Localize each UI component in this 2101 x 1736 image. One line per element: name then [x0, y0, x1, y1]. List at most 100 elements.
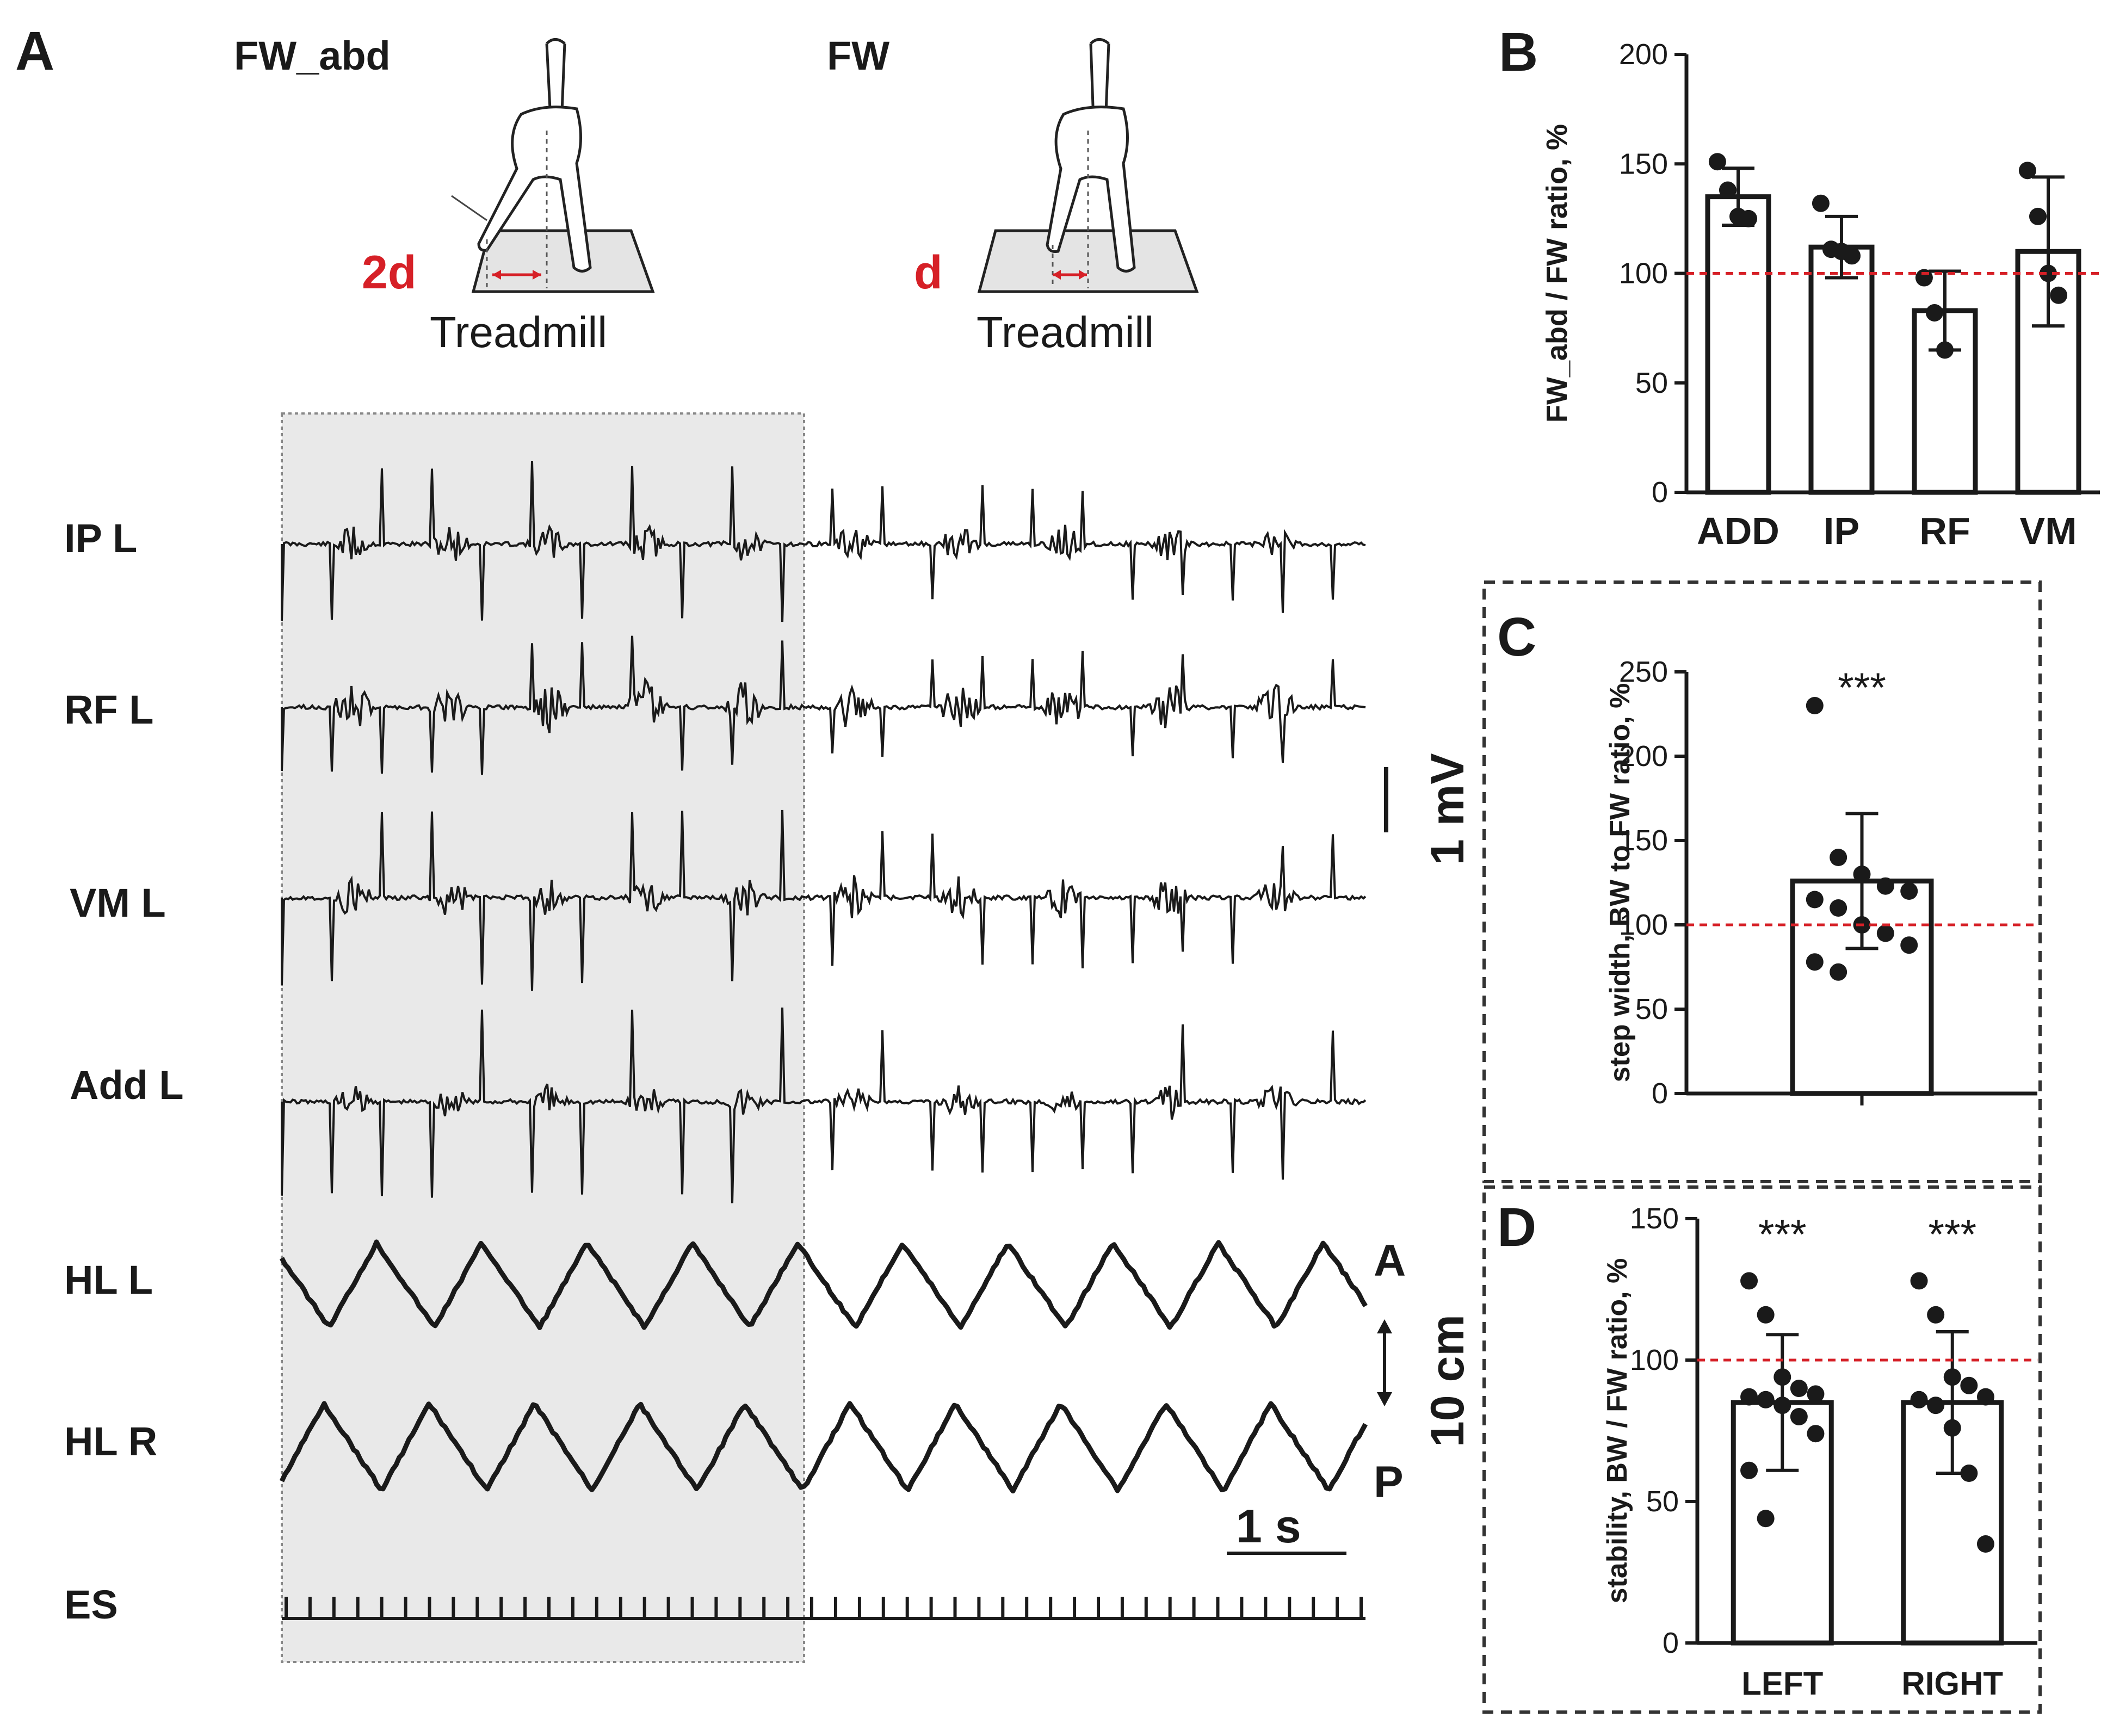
data-point	[1943, 1419, 1961, 1437]
y-tick-label: 250	[1619, 656, 1668, 688]
data-point	[1830, 963, 1847, 981]
panel-label-d: D	[1497, 1197, 1536, 1258]
data-point	[1830, 849, 1847, 866]
chart-panel-b: 0 50 100 150 200 FW_abd / FW ratio, % ADD IP RF V…	[1541, 38, 2100, 552]
y-tick-label: 100	[1619, 257, 1668, 290]
bar	[1808, 244, 1875, 495]
significance-marker: ***	[1928, 1212, 1976, 1258]
emg-trace-add	[281, 1007, 1367, 1203]
panel-label-a: A	[15, 21, 54, 82]
anterior-label: A	[1374, 1236, 1406, 1286]
data-point	[1740, 1461, 1758, 1479]
y-tick-label: 50	[1635, 993, 1668, 1025]
data-point	[1900, 936, 1918, 954]
category-label: LEFT	[1741, 1665, 1823, 1702]
y-axis-label: FW_abd / FW ratio, %	[1541, 124, 1573, 423]
data-point	[1774, 1368, 1791, 1386]
data-point	[1853, 866, 1871, 883]
data-point	[1830, 899, 1847, 917]
data-point	[1943, 1368, 1961, 1386]
data-point	[2018, 162, 2036, 180]
category-label: ADD	[1697, 510, 1779, 552]
trace-label-vm: VM L	[70, 880, 166, 925]
data-point	[1740, 209, 1758, 227]
data-point	[1927, 1306, 1945, 1324]
trace-label-ip: IP L	[64, 516, 137, 561]
bar	[1705, 194, 1771, 495]
condition-left-title: FW_abd	[234, 33, 391, 78]
category-label: VM	[2020, 510, 2077, 552]
data-point	[2050, 286, 2068, 304]
data-point	[1925, 304, 1943, 322]
data-point	[1876, 924, 1894, 942]
data-point	[2029, 207, 2047, 225]
data-point	[1960, 1376, 1978, 1394]
data-point	[1708, 153, 1726, 171]
trace-label-hl-l: HL L	[64, 1257, 153, 1302]
treadmill-label-right: Treadmill	[977, 308, 1154, 356]
data-point	[1936, 341, 1954, 359]
data-point	[1740, 1388, 1758, 1406]
data-point	[1843, 247, 1861, 265]
y-tick-label: 150	[1630, 1202, 1679, 1235]
panel-c-frame	[1482, 580, 2042, 1183]
time-scale-label: 1 s	[1236, 1500, 1301, 1553]
data-point	[1807, 1385, 1825, 1403]
y-tick-label: 150	[1619, 824, 1668, 857]
data-point	[1719, 181, 1737, 199]
posterior-label: P	[1374, 1457, 1404, 1507]
trace-label-hl-r: HL R	[64, 1419, 157, 1464]
y-tick-label: 0	[1652, 1077, 1668, 1110]
amplitude-scale-label: 1 mV	[1422, 753, 1474, 865]
panel-label-b: B	[1499, 22, 1538, 83]
treadmill-illustration-left	[451, 38, 655, 293]
chart-panel-d: 0 50 100 150 stability, BW / FW ratio, % LEFT…	[1602, 1202, 2037, 1702]
treadmill-illustration-right	[977, 38, 1199, 293]
data-point	[1757, 1391, 1775, 1408]
data-point	[1806, 953, 1824, 971]
panel-d-frame	[1482, 1185, 2042, 1714]
y-tick-label: 200	[1619, 740, 1668, 773]
data-point	[1807, 1425, 1825, 1443]
panel-a: A FW_abd FW 2d Treadmill d Treadmill	[15, 21, 1474, 1663]
data-point	[1976, 1535, 1994, 1553]
emg-trace-ip	[281, 460, 1366, 622]
y-tick-label: 50	[1646, 1485, 1679, 1518]
data-point	[1915, 269, 1933, 287]
data-point	[1976, 1388, 1994, 1406]
data-point	[1812, 194, 1830, 212]
trace-label-add: Add L	[70, 1062, 184, 1108]
distance-scale-label: 10 cm	[1422, 1314, 1474, 1447]
data-point	[2040, 264, 2057, 282]
data-point	[1774, 1397, 1791, 1414]
kinematic-trace-hl-r	[279, 1401, 1368, 1494]
kinematic-trace-hl-l	[279, 1239, 1368, 1330]
y-axis-label: step width, BW to FW ratio, %	[1604, 683, 1636, 1083]
data-point	[1740, 1272, 1758, 1290]
y-tick-label: 150	[1619, 147, 1668, 180]
condition-right-title: FW	[827, 33, 889, 78]
category-label: RIGHT	[1901, 1665, 2003, 1702]
distance-label-left: 2d	[362, 246, 416, 299]
data-point	[1960, 1465, 1978, 1482]
y-tick-label: 0	[1663, 1627, 1679, 1659]
y-tick-label: 100	[1630, 1344, 1679, 1376]
y-tick-label: 0	[1652, 476, 1668, 509]
data-point	[1757, 1510, 1775, 1528]
category-label: RF	[1919, 510, 1970, 552]
data-point	[1910, 1272, 1928, 1290]
treadmill-label-left: Treadmill	[430, 308, 607, 356]
data-point	[1790, 1380, 1808, 1397]
trace-label-es: ES	[64, 1582, 118, 1627]
distance-label-right: d	[914, 246, 943, 299]
y-tick-label: 50	[1635, 367, 1668, 399]
emg-trace-vm	[281, 810, 1367, 991]
data-point	[1806, 697, 1824, 714]
panel-label-c: C	[1497, 607, 1536, 668]
data-point	[1876, 877, 1894, 895]
trace-label-rf: RF L	[64, 687, 153, 732]
data-point	[1806, 891, 1824, 909]
category-label: IP	[1824, 510, 1859, 552]
